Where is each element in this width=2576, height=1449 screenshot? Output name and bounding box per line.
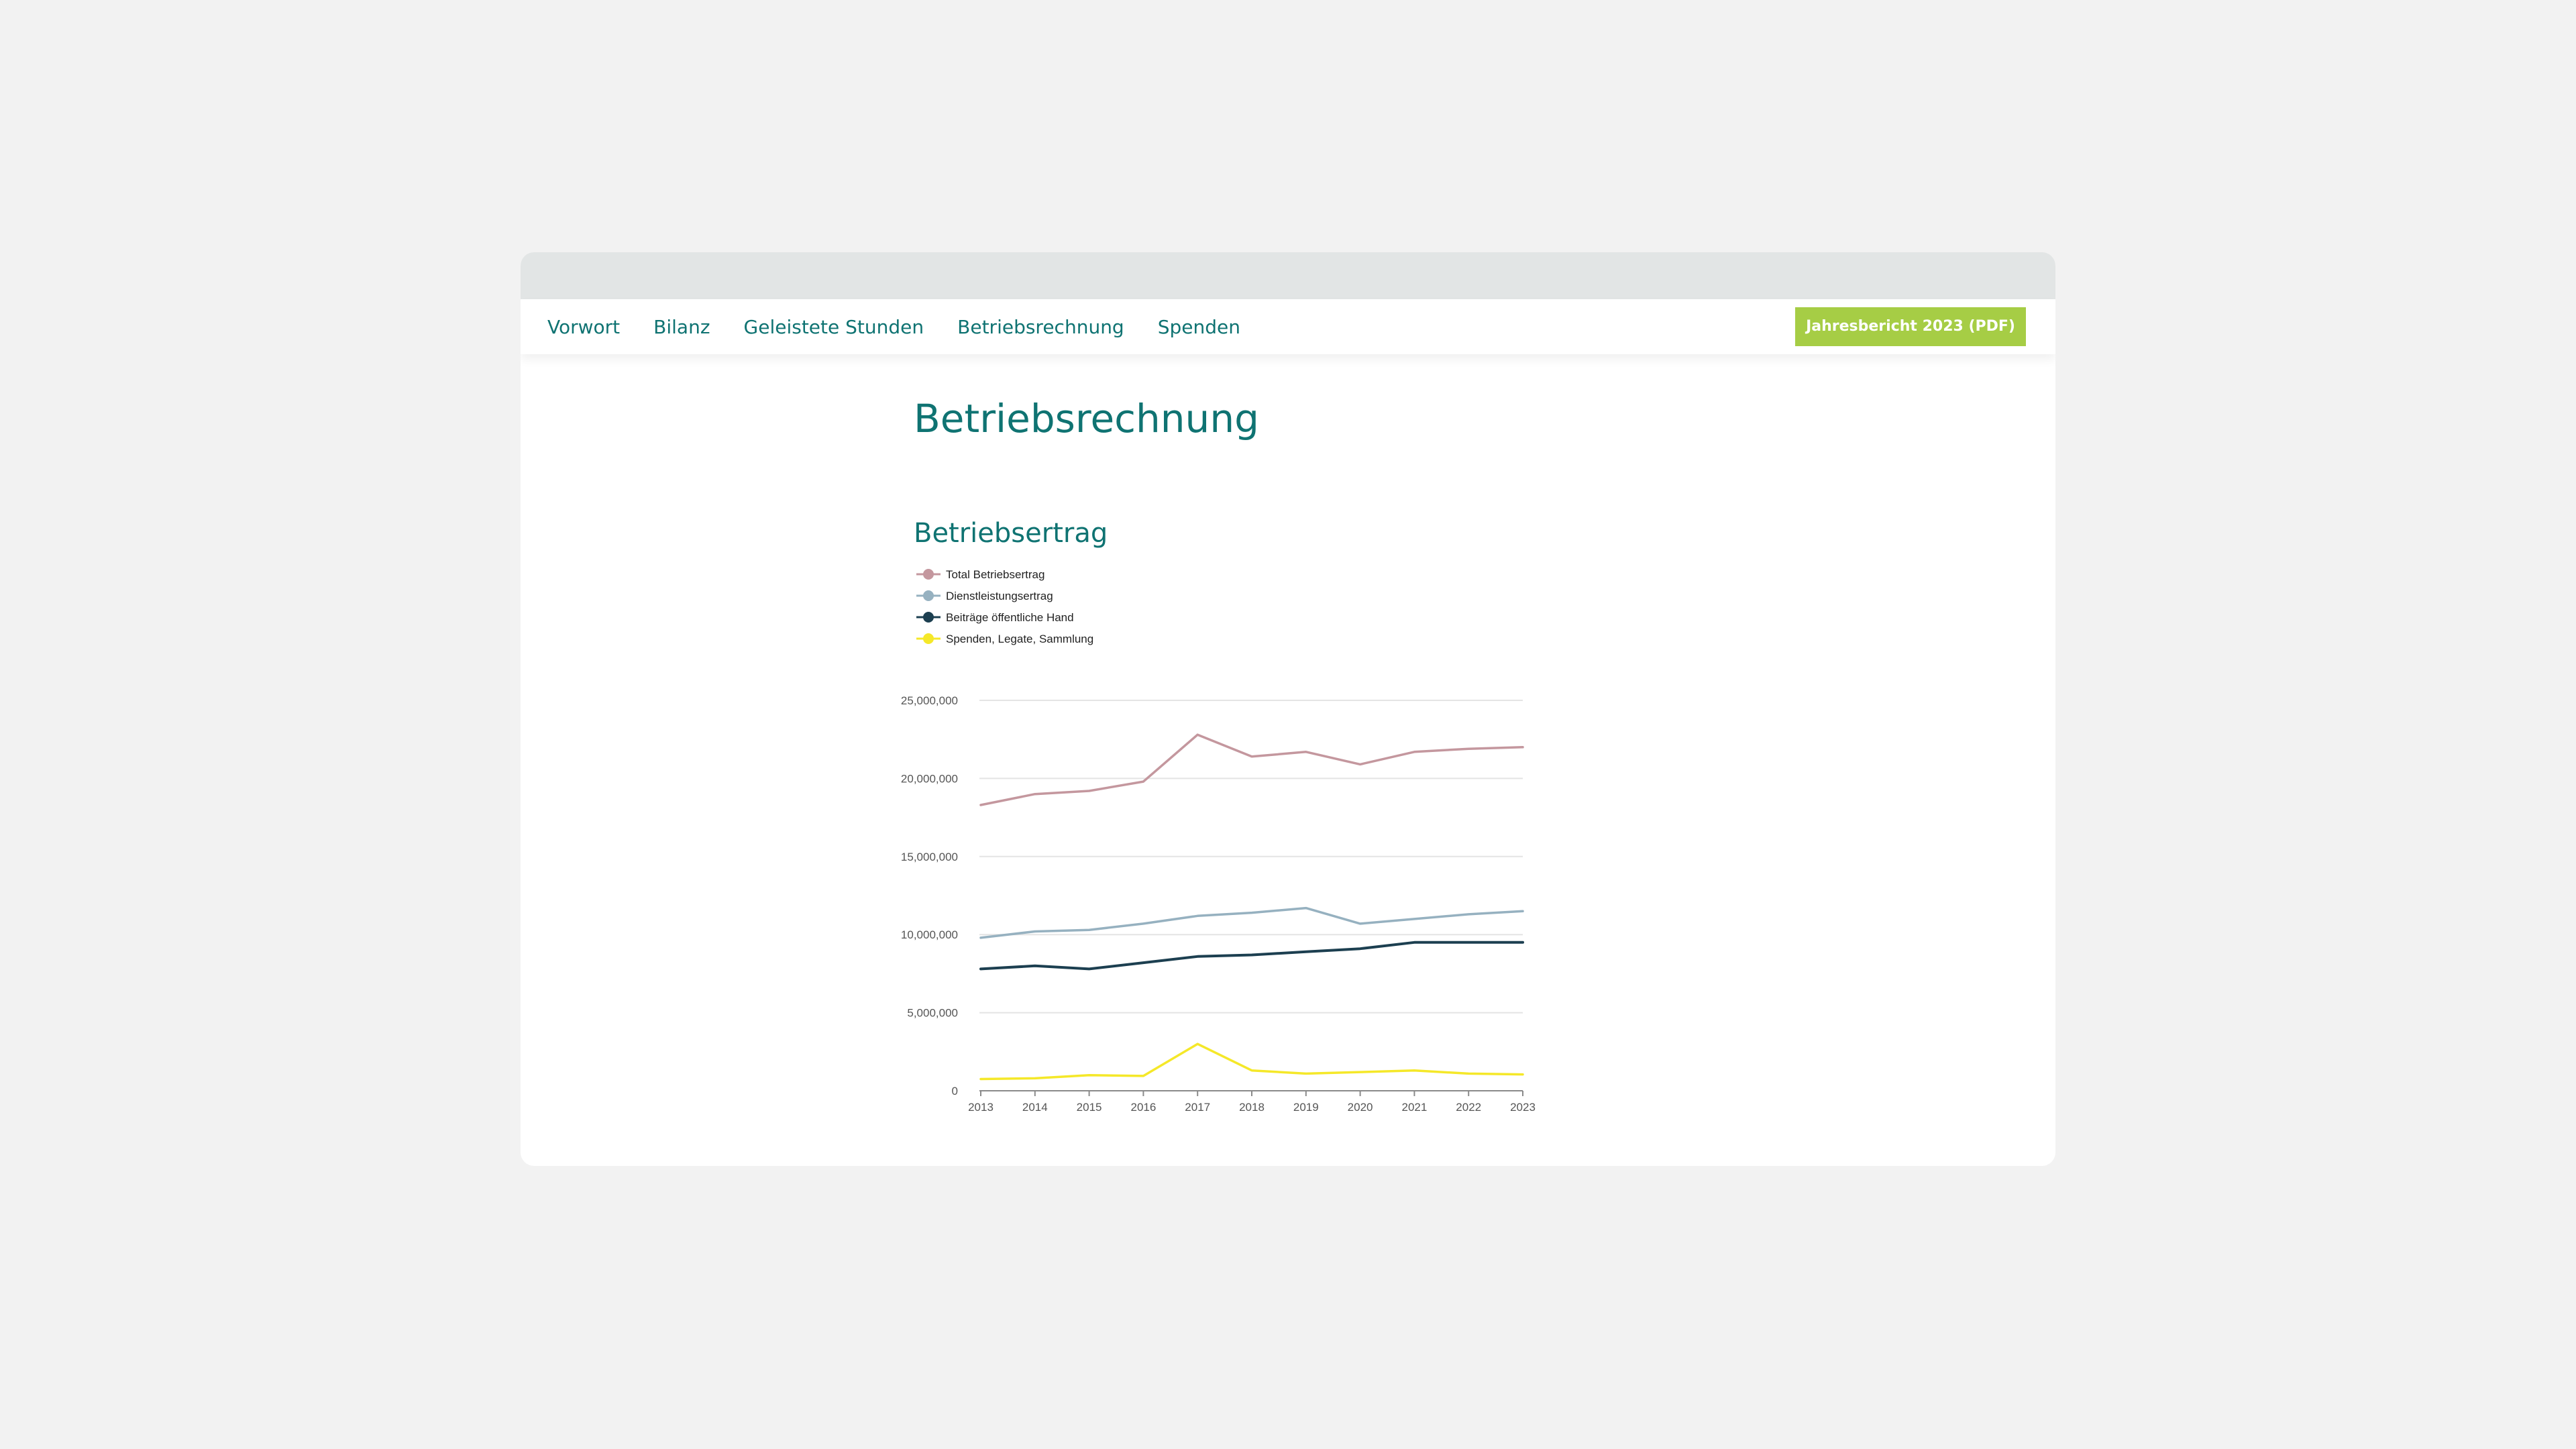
chart-series [979, 733, 1524, 1081]
x-tick-label: 2015 [1077, 1101, 1102, 1114]
x-axis: 2013 2014 2015 2016 2017 2018 2019 2020 2021 2022… [968, 1090, 1536, 1114]
series-line-1 [979, 733, 1524, 806]
top-navigation: Vorwort Bilanz Geleistete Stunden Betrie… [521, 299, 2055, 354]
x-tick-label: 2023 [1510, 1101, 1536, 1114]
y-tick-label: 10,000,000 [901, 928, 958, 941]
nav-item-spenden[interactable]: Spenden [1157, 315, 1240, 338]
series-line-3 [979, 941, 1524, 971]
chart-grid [979, 700, 1523, 1014]
legend-label: Beiträge öffentliche Hand [946, 611, 1074, 624]
series-line-2 [979, 906, 1524, 939]
y-tick-label: 25,000,000 [901, 694, 958, 707]
nav-item-vorwort[interactable]: Vorwort [547, 315, 621, 338]
page-title: Betriebsrechnung [914, 396, 1259, 441]
window-title-bar [521, 252, 2055, 299]
legend-item: Beiträge öffentliche Hand [916, 611, 1074, 624]
nav-item-betriebsrechnung[interactable]: Betriebsrechnung [957, 315, 1124, 338]
y-tick-label: 20,000,000 [901, 772, 958, 785]
legend-swatch-dot [923, 590, 934, 601]
x-tick-label: 2013 [968, 1101, 994, 1114]
legend-swatch-dot [923, 569, 934, 580]
app-window: Vorwort Bilanz Geleistete Stunden Betrie… [521, 252, 2055, 1166]
chart-title: Betriebsertrag [914, 518, 1108, 549]
y-tick-label: 0 [952, 1085, 958, 1097]
x-tick-label: 2016 [1130, 1101, 1156, 1114]
legend-label: Spenden, Legate, Sammlung [946, 633, 1093, 645]
legend-item: Spenden, Legate, Sammlung [916, 633, 1093, 645]
legend-label: Total Betriebsertrag [946, 568, 1044, 581]
x-tick-label: 2022 [1456, 1101, 1481, 1114]
x-tick-label: 2014 [1022, 1101, 1048, 1114]
legend-item: Total Betriebsertrag [916, 568, 1044, 581]
legend-swatch-dot [923, 633, 934, 644]
y-tick-label: 15,000,000 [901, 851, 958, 863]
y-axis: 0 5,000,000 10,000,000 15,000,000 20,000,000… [901, 694, 958, 1097]
x-tick-label: 2018 [1239, 1101, 1265, 1114]
x-tick-label: 2019 [1293, 1101, 1319, 1114]
nav-item-bilanz[interactable]: Bilanz [653, 315, 710, 338]
legend-label: Dienstleistungsertrag [946, 590, 1053, 602]
nav-list: Vorwort Bilanz Geleistete Stunden Betrie… [547, 299, 1274, 354]
nav-item-geleistete-stunden[interactable]: Geleistete Stunden [743, 315, 924, 338]
line-chart: Total Betriebsertrag Dienstleistungsertra… [901, 568, 1536, 1114]
annual-report-pdf-button[interactable]: Jahresbericht 2023 (PDF) [1795, 307, 2026, 346]
chart-legend: Total Betriebsertrag Dienstleistungsertra… [916, 568, 1093, 645]
series-line-4 [979, 1042, 1524, 1081]
legend-swatch-dot [923, 612, 934, 623]
x-tick-label: 2017 [1185, 1101, 1210, 1114]
y-tick-label: 5,000,000 [907, 1007, 958, 1020]
x-tick-label: 2020 [1348, 1101, 1373, 1114]
x-tick-label: 2021 [1401, 1101, 1427, 1114]
legend-item: Dienstleistungsertrag [916, 590, 1053, 602]
